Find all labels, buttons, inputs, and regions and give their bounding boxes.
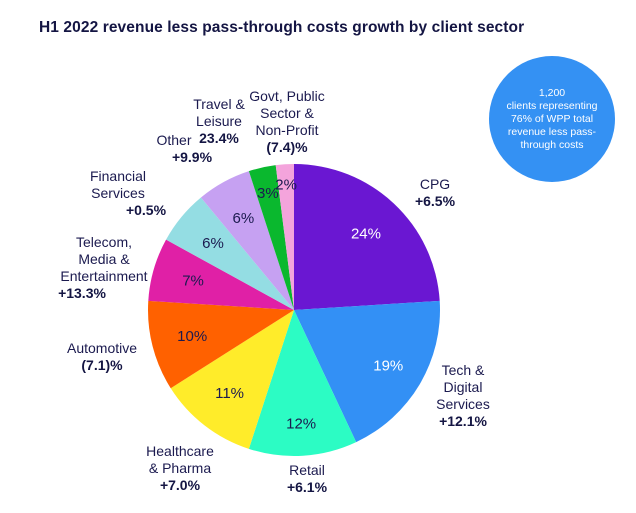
sector-growth: +6.1% — [286, 479, 328, 495]
sector-label: Tech & Digital Services +12.1% — [436, 362, 490, 430]
sector-name: Automotive — [66, 340, 138, 356]
sector-name: Services — [91, 185, 145, 201]
chart-title: H1 2022 revenue less pass-through costs … — [39, 19, 525, 36]
slice-percent-label: 24% — [351, 225, 381, 242]
pie-slice-govt-public-sector-non-profit — [275, 164, 294, 310]
sector-name: Travel & — [193, 96, 245, 112]
sector-name: Govt, Public — [249, 88, 325, 104]
pie-slice-cpg — [294, 164, 440, 310]
sector-name: Telecom, — [75, 234, 133, 250]
sector-label: Other +9.9% — [136, 132, 212, 166]
sector-label: Telecom, Media & Entertainment +13.3% — [58, 234, 150, 302]
pie-slice-automotive — [148, 300, 294, 389]
pie-slice-other — [200, 171, 294, 310]
pie-slice-travel-leisure — [248, 165, 294, 310]
slice-percent-label: 3% — [257, 185, 279, 202]
sector-name: Retail — [289, 462, 325, 478]
pie-slice-telecom-media-entertainment — [148, 239, 294, 310]
sector-name: Non-Profit — [255, 122, 319, 138]
slice-percent-label: 19% — [373, 358, 403, 375]
client-count-callout: 1,200 clients representing 76% of WPP to… — [489, 56, 615, 182]
sector-name: CPG — [419, 176, 451, 192]
sector-growth: +12.1% — [439, 413, 487, 429]
sector-label: Healthcare & Pharma +7.0% — [146, 443, 214, 494]
slice-percent-label: 2% — [275, 177, 297, 194]
sector-growth: +13.3% — [58, 285, 106, 301]
sector-growth: +9.9% — [171, 149, 213, 165]
sector-growth: +7.0% — [159, 477, 201, 493]
sector-name: Financial — [89, 168, 147, 184]
slice-percent-label: 12% — [286, 416, 316, 433]
pie-slice-retail — [248, 310, 357, 456]
sector-growth: +0.5% — [125, 202, 167, 218]
sector-label: Financial Services +0.5% — [70, 168, 166, 219]
pie-slice-tech-digital-services — [294, 300, 441, 443]
sector-name: Tech & — [441, 362, 485, 378]
slice-percent-label: 6% — [202, 235, 224, 252]
sector-growth: (7.4)% — [266, 139, 308, 155]
sector-name: & Pharma — [148, 460, 212, 476]
sector-name: Healthcare — [146, 443, 214, 459]
callout-line: through costs — [520, 138, 584, 151]
slice-percent-label: 7% — [182, 273, 204, 290]
slice-percent-label: 10% — [177, 328, 207, 345]
sector-name: Leisure — [196, 113, 242, 129]
sector-label: Govt, Public Sector & Non-Profit (7.4)% — [249, 88, 324, 156]
sector-label: Automotive (7.1)% — [67, 340, 137, 374]
sector-name: Digital — [443, 379, 483, 395]
slice-percent-label: 11% — [215, 385, 244, 402]
callout-line: 1,200 — [538, 86, 566, 99]
sector-label: Travel & Leisure 23.4% — [193, 96, 245, 147]
sector-label: Retail +6.1% — [287, 462, 327, 496]
callout-line: revenue less pass- — [507, 125, 597, 138]
sector-growth: +6.5% — [414, 193, 456, 209]
sector-name: Entertainment — [60, 268, 148, 284]
sector-label: CPG +6.5% — [415, 176, 455, 210]
callout-line: 76% of WPP total — [510, 112, 594, 125]
sector-name: Sector & — [260, 105, 314, 121]
sector-growth: (7.1)% — [81, 357, 123, 373]
slice-percent-label: 6% — [233, 210, 255, 227]
sector-name: Other — [156, 132, 192, 148]
sector-name: Media & — [78, 251, 130, 267]
pie-slice-financial-services — [166, 197, 294, 310]
sector-name: Services — [436, 396, 490, 412]
sector-growth: 23.4% — [199, 130, 239, 146]
pie-slice-healthcare-pharma — [170, 310, 294, 449]
callout-line: clients representing — [506, 99, 598, 112]
